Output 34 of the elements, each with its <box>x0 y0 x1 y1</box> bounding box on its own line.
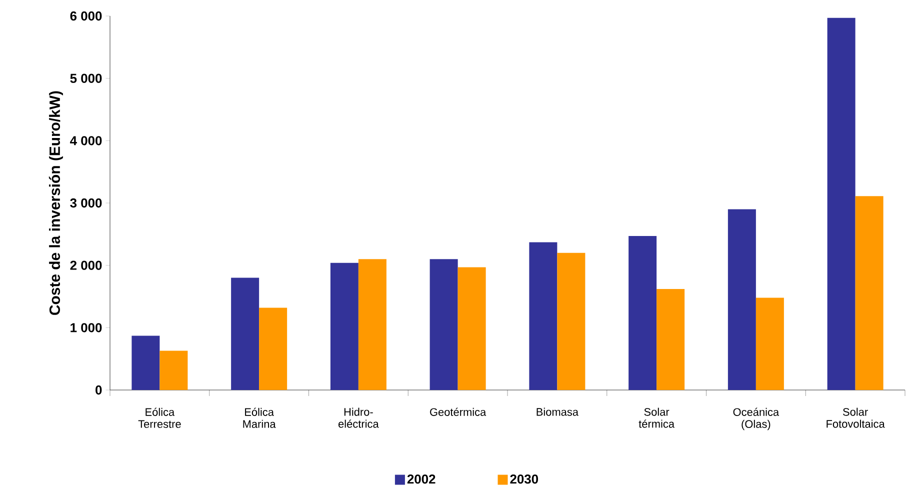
x-tick-label: Eólica Marina <box>243 408 276 428</box>
bar <box>728 209 756 390</box>
legend-label: 2030 <box>510 474 538 484</box>
bar <box>628 236 657 390</box>
bar <box>827 18 856 390</box>
y-tick-label: 5 000 <box>70 74 102 83</box>
y-axis-title: Coste de la inversión (Euro/kW) <box>48 91 63 315</box>
x-tick-label: Eólica Terrestre <box>138 408 181 428</box>
bar <box>132 336 160 390</box>
bar <box>656 289 685 390</box>
bar <box>557 252 586 390</box>
bar <box>330 262 358 390</box>
x-tick-label: Solar térmica <box>638 408 675 428</box>
y-tick-label: 0 <box>96 385 102 395</box>
bar <box>231 278 260 390</box>
x-tick-label: Geotérmica <box>430 408 486 416</box>
y-tick-label: 6 000 <box>70 11 102 21</box>
y-tick-label: 2 000 <box>70 260 102 270</box>
x-tick-label: Biomasa <box>536 408 578 416</box>
bar <box>529 242 558 390</box>
y-tick-label: 3 000 <box>70 198 102 208</box>
x-tick-label: Oceánica (Olas) <box>733 408 780 430</box>
y-tick-label: 1 000 <box>70 323 102 332</box>
bar <box>430 259 458 390</box>
bar <box>458 267 486 390</box>
bar <box>358 259 386 390</box>
bar <box>259 308 288 390</box>
bar <box>756 298 784 390</box>
bar <box>160 350 188 390</box>
legend-label: 2002 <box>407 474 436 484</box>
x-tick-label: Hidro-eléctrica <box>338 408 379 428</box>
y-tick-label: 4 000 <box>70 136 102 146</box>
x-tick-label: Solar Fotovoltaica <box>826 408 885 428</box>
bar <box>855 196 884 390</box>
